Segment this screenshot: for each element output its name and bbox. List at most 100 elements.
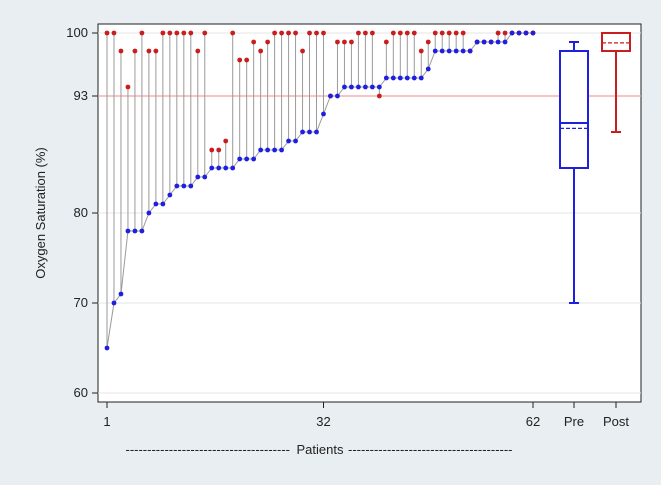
post-point xyxy=(300,48,305,54)
pre-point xyxy=(153,201,159,207)
post-point xyxy=(195,48,201,54)
pre-point xyxy=(272,147,278,153)
pre-point xyxy=(209,165,215,171)
pre-point xyxy=(488,39,494,45)
box xyxy=(559,50,589,169)
pre-point xyxy=(481,39,487,45)
pre-point xyxy=(216,165,222,171)
pre-point xyxy=(223,165,229,171)
pre-point xyxy=(286,138,291,144)
pre-point xyxy=(530,30,536,36)
y-tick-label: 70 xyxy=(74,295,88,310)
post-point xyxy=(230,30,236,36)
pre-point xyxy=(111,300,117,306)
post-point xyxy=(146,48,152,54)
post-point xyxy=(174,30,180,36)
pre-point xyxy=(104,345,110,351)
gridlines xyxy=(98,32,641,394)
pre-point xyxy=(118,291,124,297)
pre-point xyxy=(502,39,508,45)
post-point xyxy=(132,48,138,54)
post-point xyxy=(460,30,466,36)
pre-point xyxy=(167,192,173,198)
pre-point xyxy=(335,93,340,99)
post-point xyxy=(390,30,396,36)
pre-point xyxy=(390,75,396,81)
pre-point xyxy=(195,174,201,180)
x-tick-label: Pre xyxy=(564,414,584,429)
post-point xyxy=(139,30,145,36)
x-tick-label: 32 xyxy=(316,414,330,429)
post-point xyxy=(502,30,508,36)
pre-point xyxy=(453,48,459,54)
pre-point xyxy=(369,84,375,90)
post-point xyxy=(272,30,278,36)
pre-point xyxy=(139,228,145,234)
post-point xyxy=(118,48,124,54)
post-point xyxy=(265,39,271,45)
post-point xyxy=(153,48,159,54)
post-point xyxy=(111,30,117,36)
pre-point xyxy=(244,156,250,162)
pre-point xyxy=(300,129,305,135)
post-point xyxy=(237,57,243,63)
pre-point xyxy=(404,75,410,81)
post-point xyxy=(369,30,375,36)
pre-point xyxy=(397,75,403,81)
x-axis-label-rule-left: -------------------------------------- xyxy=(125,442,290,457)
pre-point xyxy=(293,138,298,144)
pre-point xyxy=(307,129,312,135)
pre-point xyxy=(356,84,361,90)
box xyxy=(601,32,631,52)
post-point xyxy=(349,39,354,45)
post-point xyxy=(223,138,229,144)
pre-point xyxy=(509,30,515,36)
pre-point xyxy=(460,48,466,54)
post-point xyxy=(432,30,438,36)
pre-point xyxy=(314,129,319,135)
post-point xyxy=(251,39,257,45)
post-point xyxy=(418,48,424,54)
y-axis-label: Oxygen Saturation (%) xyxy=(33,147,48,279)
post-point xyxy=(125,84,131,90)
post-point xyxy=(244,57,250,63)
pre-point xyxy=(125,228,131,234)
pre-point xyxy=(321,111,326,117)
post-point xyxy=(356,30,361,36)
pre-point xyxy=(181,183,187,189)
x-axis-label-rule-right: -------------------------------------- xyxy=(348,442,513,457)
pre-point xyxy=(474,39,480,45)
y-axis-ticks: 60 70 80 93 100 xyxy=(66,25,98,400)
pre-point xyxy=(251,156,257,162)
post-point xyxy=(342,39,347,45)
pre-point xyxy=(349,84,354,90)
pre-point xyxy=(279,147,284,153)
pre-point xyxy=(146,210,152,216)
post-point xyxy=(404,30,410,36)
x-axis-ticks: 1 32 62 Pre Post xyxy=(103,402,629,429)
pre-point xyxy=(230,165,236,171)
post-point xyxy=(279,30,284,36)
y-tick-label: 80 xyxy=(74,205,88,220)
post-point xyxy=(307,30,312,36)
post-point xyxy=(160,30,166,36)
post-point xyxy=(453,30,459,36)
x-axis-label: Patients xyxy=(297,442,344,457)
y-tick-label: 100 xyxy=(66,25,88,40)
y-tick-label: 60 xyxy=(74,385,88,400)
post-point xyxy=(495,30,501,36)
pre-point xyxy=(237,156,243,162)
post-point xyxy=(446,30,452,36)
post-point xyxy=(376,93,382,99)
pre-point xyxy=(516,30,522,36)
boxplot-pre xyxy=(559,41,589,304)
post-point xyxy=(202,30,208,36)
pre-point xyxy=(174,183,180,189)
y-tick-label: 93 xyxy=(74,88,88,103)
post-point xyxy=(209,147,215,153)
post-point xyxy=(188,30,194,36)
pre-point xyxy=(411,75,417,81)
post-point xyxy=(383,39,389,45)
post-point xyxy=(286,30,291,36)
pre-point xyxy=(362,84,368,90)
